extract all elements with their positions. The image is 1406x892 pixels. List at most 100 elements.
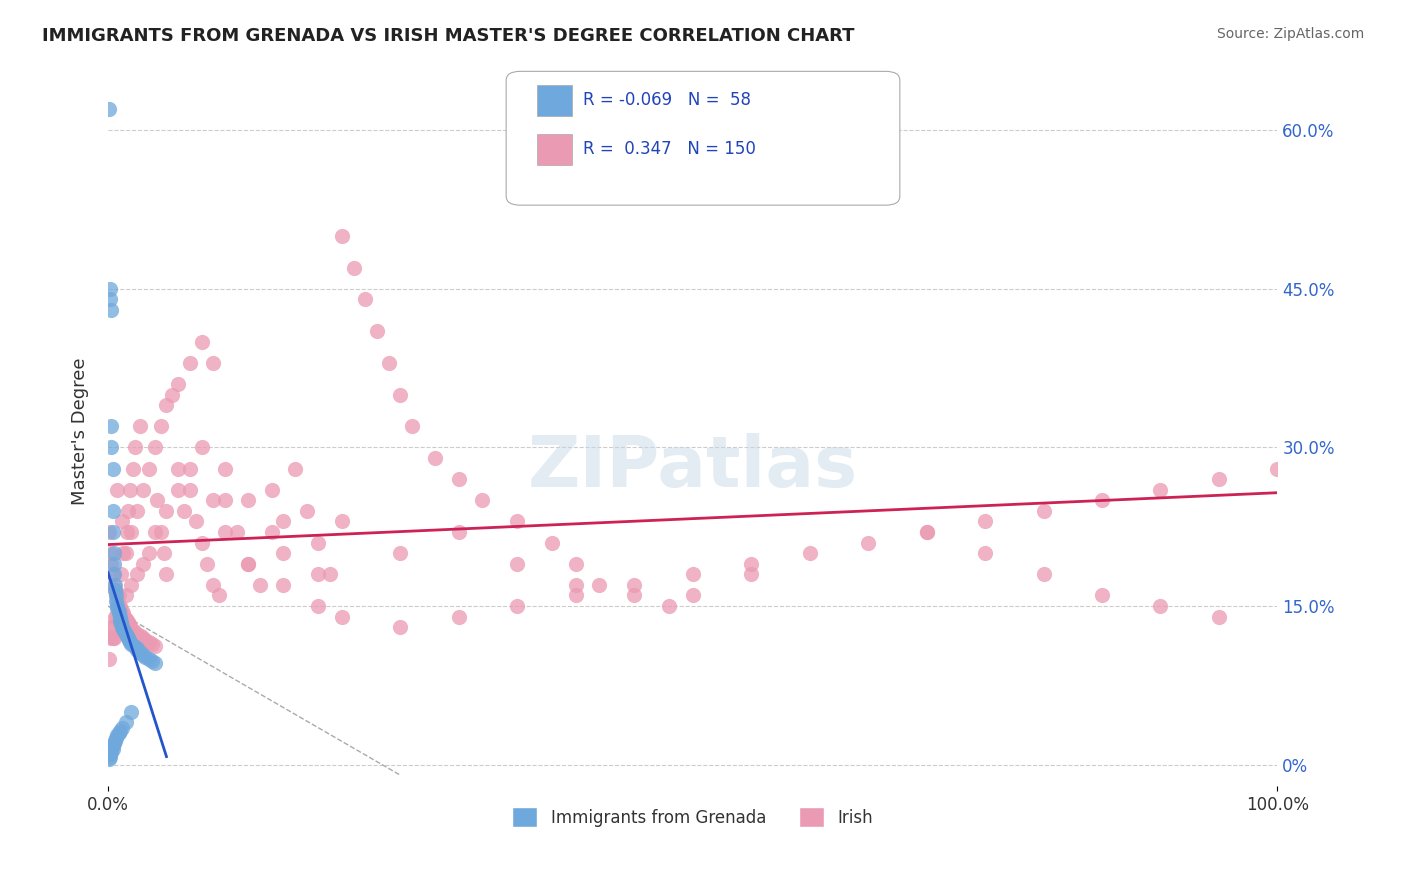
Point [1149,599,1171,613]
Point [915,524,938,539]
Point [330,515,353,529]
Point [179,483,201,497]
Point [117,615,139,629]
Point [208,589,231,603]
Point [1032,567,1054,582]
Point [155,567,177,582]
Point [112,609,135,624]
Point [447,472,470,486]
Point [190,334,212,349]
Point [564,589,586,603]
Point [167,483,190,497]
Point [122,624,145,639]
Point [108,723,131,738]
Point [238,557,260,571]
Point [740,557,762,571]
Point [117,504,139,518]
Point [141,654,163,668]
Point [107,607,129,621]
Point [1267,461,1289,475]
Point [238,493,260,508]
Point [98,282,121,296]
Point [110,567,132,582]
Point [100,631,122,645]
Point [132,557,155,571]
Point [138,635,160,649]
Point [1091,493,1114,508]
Point [112,624,135,639]
Point [214,524,236,539]
Point [330,609,353,624]
Point [173,504,195,518]
Point [319,567,342,582]
Point [111,721,134,735]
Point [127,626,149,640]
Point [120,635,142,649]
Point [564,557,586,571]
Point [101,524,124,539]
Point [389,620,412,634]
Point [389,546,412,560]
Text: R = -0.069   N =  58: R = -0.069 N = 58 [583,91,751,109]
Point [856,535,879,549]
Point [100,419,122,434]
Point [100,441,122,455]
Point [128,419,150,434]
Point [238,557,260,571]
Point [120,620,142,634]
Point [111,604,134,618]
Point [118,617,141,632]
Point [107,726,129,740]
Point [623,578,645,592]
Point [214,493,236,508]
Point [98,747,121,761]
Text: IMMIGRANTS FROM GRENADA VS IRISH MASTER'S DEGREE CORRELATION CHART: IMMIGRANTS FROM GRENADA VS IRISH MASTER'… [42,27,855,45]
Point [121,461,143,475]
Point [214,461,236,475]
Point [108,612,131,626]
Point [100,557,122,571]
Point [425,451,447,466]
Point [104,578,127,592]
Point [799,123,821,137]
Point [114,715,136,730]
Point [506,515,529,529]
Point [915,524,938,539]
Point [143,656,166,670]
Point [127,641,149,656]
Point [143,441,166,455]
Point [108,601,131,615]
Point [149,419,172,434]
Point [974,546,997,560]
Point [120,483,142,497]
Point [588,578,610,592]
Point [122,639,145,653]
Point [447,609,470,624]
Point [117,631,139,645]
Point [132,648,155,662]
Point [103,546,125,560]
Point [98,750,121,764]
Point [401,419,423,434]
Point [107,599,129,613]
Point [114,612,136,626]
Point [105,731,128,746]
Y-axis label: Master's Degree: Master's Degree [72,358,89,506]
Point [138,461,160,475]
Point [100,620,122,634]
Point [190,535,212,549]
Point [308,535,330,549]
Point [104,609,127,624]
Point [658,599,681,613]
Point [197,557,219,571]
Point [138,546,160,560]
Point [354,293,377,307]
Point [101,739,124,753]
Point [740,567,762,582]
Text: ZIPatlas: ZIPatlas [527,433,858,501]
Point [101,504,124,518]
Point [260,483,283,497]
Point [107,604,129,618]
Legend: Immigrants from Grenada, Irish: Immigrants from Grenada, Irish [506,800,880,834]
Point [115,524,138,539]
